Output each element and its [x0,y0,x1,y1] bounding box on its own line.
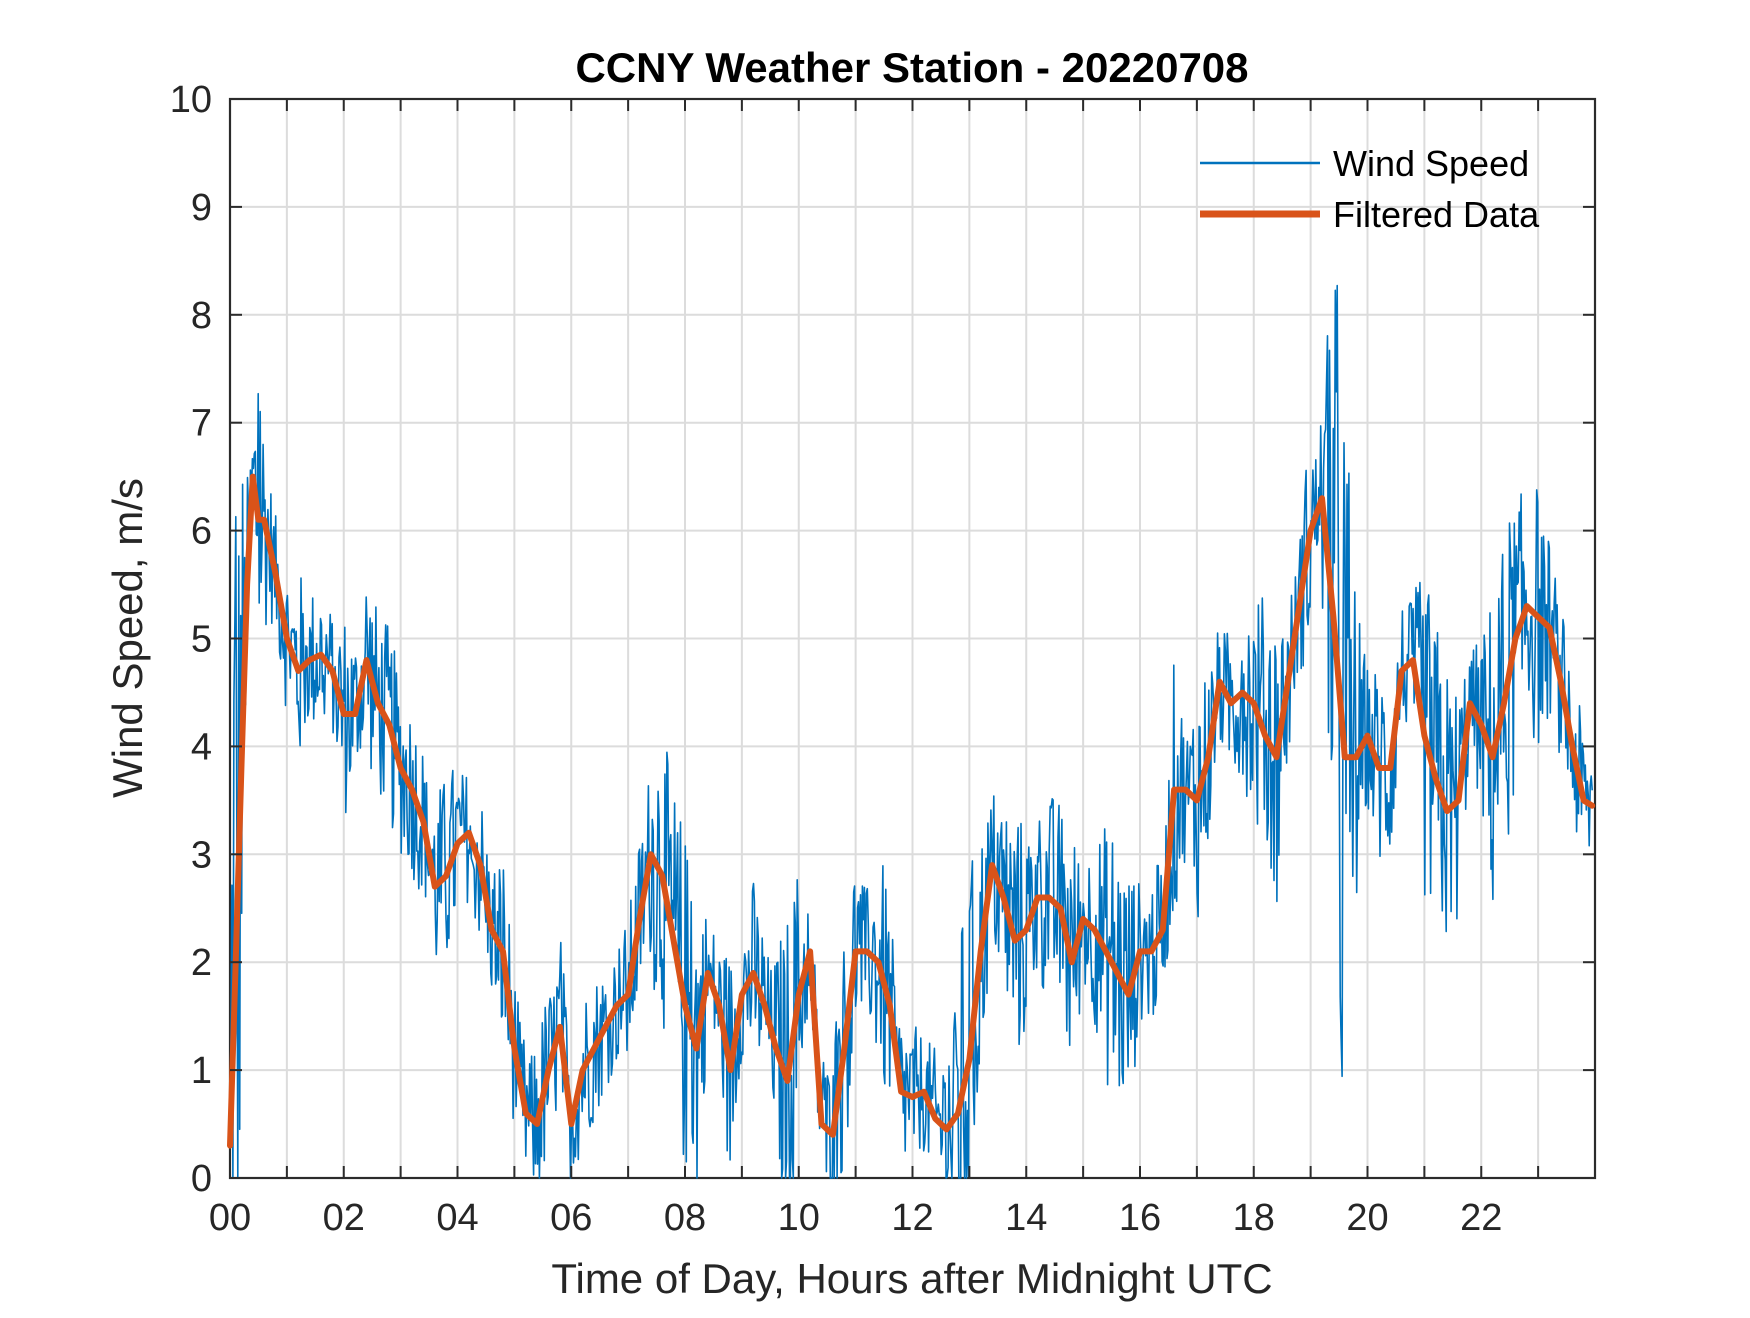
x-tick-label: 12 [891,1197,933,1239]
x-tick-label: 04 [436,1197,478,1239]
x-tick-label: 16 [1119,1197,1161,1239]
x-tick-label: 18 [1233,1197,1275,1239]
y-tick-label: 8 [191,295,212,337]
series-line-wind-speed [229,284,1593,1179]
y-tick-label: 9 [191,187,212,229]
x-tick-label: 22 [1460,1197,1502,1239]
series-layer [227,284,1596,1179]
x-tick-label: 02 [323,1197,365,1239]
y-tick-label: 10 [170,79,212,121]
x-tick-label: 06 [550,1197,592,1239]
y-tick-label: 3 [191,834,212,876]
y-tick-label: 2 [191,942,212,984]
x-tick-label: 20 [1346,1197,1388,1239]
y-tick-label: 4 [191,726,212,768]
x-axis-label: Time of Day, Hours after Midnight UTC [551,1255,1272,1302]
legend: Wind Speed Filtered Data [1200,143,1540,235]
y-tick-label: 5 [191,619,212,661]
y-tick-label: 7 [191,403,212,445]
x-tick-label: 10 [778,1197,820,1239]
legend-label-wind-speed: Wind Speed [1333,143,1529,184]
legend-label-filtered-data: Filtered Data [1333,194,1540,235]
series-line-filtered-data [227,473,1596,1149]
y-tick-label: 0 [191,1158,212,1200]
y-axis-label: Wind Speed, m/s [104,478,151,798]
y-tick-label: 1 [191,1050,212,1092]
x-tick-label: 08 [664,1197,706,1239]
x-tick-label: 14 [1005,1197,1047,1239]
gridlines [230,99,1595,1178]
chart-title: CCNY Weather Station - 20220708 [575,44,1248,91]
x-tick-label: 00 [209,1197,251,1239]
y-tick-label: 6 [191,511,212,553]
